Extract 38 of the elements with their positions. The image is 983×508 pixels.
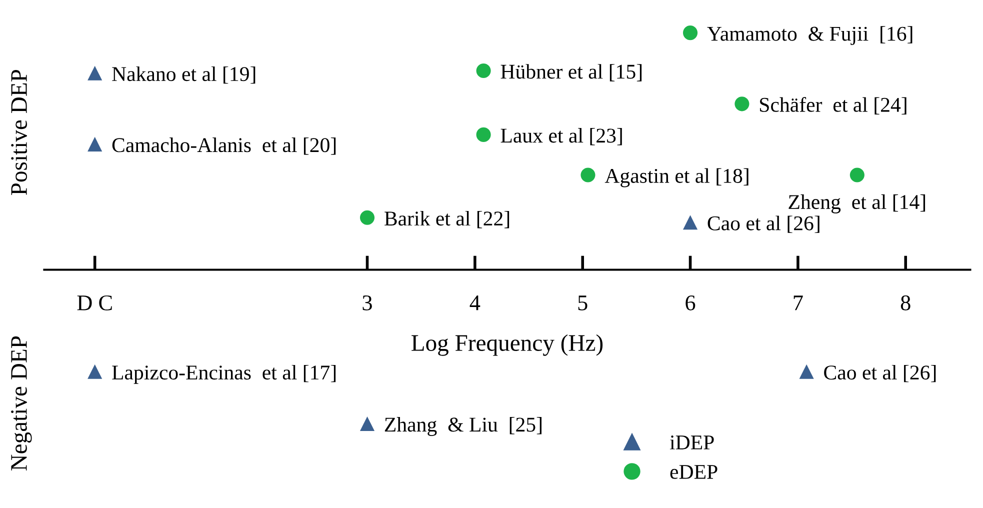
x-tick-label: 7 — [794, 296, 803, 310]
point — [734, 96, 750, 112]
point — [88, 66, 102, 80]
annotation: Nakano et al [19] — [112, 66, 256, 84]
x-tick-label: 8 — [900, 295, 910, 310]
annotation: Lapizco-Encinas et al [17] — [112, 364, 336, 384]
point — [850, 168, 864, 182]
x-tick-label: 6 — [686, 295, 696, 310]
annotation: Camacho-Alanis et al [20] — [112, 138, 336, 155]
x-tick-label: 4 — [470, 296, 480, 310]
annotation: Cao et al [26] — [708, 216, 820, 233]
point — [360, 416, 375, 432]
point — [580, 168, 596, 182]
annotation: Hübner et al [15] — [500, 64, 642, 82]
x-axis-title: Log Frequency (Hz) — [412, 334, 603, 356]
x-tick-label: 5 — [578, 296, 588, 310]
point — [682, 26, 698, 40]
annotation: Barik et al [22] — [384, 210, 510, 228]
point — [88, 136, 102, 152]
point — [476, 63, 491, 78]
x-tick-label: 3 — [362, 295, 372, 310]
annotation: Schäfer et al [24] — [760, 97, 906, 114]
legend-label: eDEP — [670, 465, 718, 479]
annotation: Zheng et al [14] — [788, 194, 926, 214]
text: Negative DEP — [11, 336, 32, 471]
point — [88, 364, 102, 379]
point — [360, 210, 375, 225]
annotation: Yamamoto & Fujii [16] — [707, 26, 912, 46]
annotation: Zhang & Liu [25] — [384, 417, 542, 436]
point — [682, 215, 698, 230]
point — [799, 364, 814, 379]
point — [476, 127, 491, 142]
x-tick-label: D C — [77, 295, 112, 310]
annotation: Cao et al [26] — [824, 364, 936, 382]
annotation: Agastin et al [18] — [604, 168, 748, 188]
legend-label: iDEP — [670, 435, 714, 450]
text: Positive DEP — [11, 70, 27, 195]
annotation: Laux et al [23] — [500, 128, 622, 146]
